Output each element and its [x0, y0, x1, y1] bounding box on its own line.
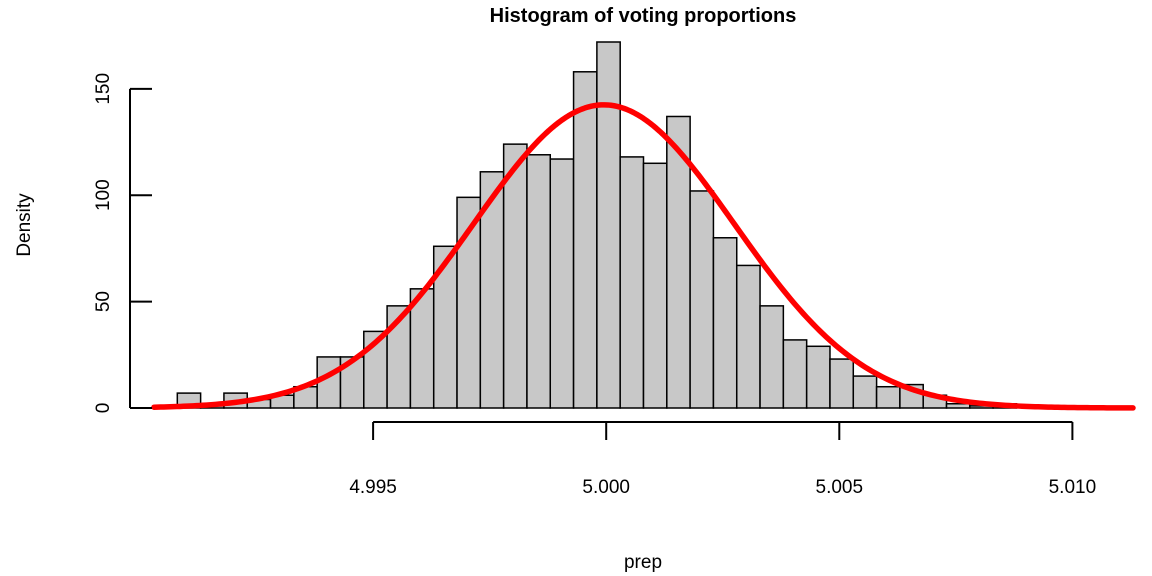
x-tick-label: 4.995 — [349, 477, 397, 498]
y-tick-label: 50 — [93, 291, 114, 312]
histogram-bar — [759, 305, 785, 409]
y-axis: 0 50 100 150 — [93, 73, 152, 413]
histogram-bar — [549, 158, 575, 409]
histogram-bars — [176, 41, 1018, 409]
histogram-bar — [805, 345, 831, 409]
histogram-bar — [852, 375, 878, 409]
histogram-bar — [619, 156, 645, 409]
histogram-bar — [526, 154, 552, 409]
x-axis-label: prep — [624, 552, 662, 573]
histogram-bar — [572, 71, 598, 409]
x-tick-label: 5.010 — [1049, 477, 1097, 498]
histogram-bar — [642, 162, 668, 409]
density-curve — [151, 102, 1136, 411]
y-tick-label: 150 — [93, 73, 114, 105]
histogram-bar — [316, 356, 342, 409]
histogram-bar — [829, 358, 855, 409]
x-axis: 4.995 5.000 5.005 5.010 — [349, 421, 1097, 498]
y-axis-label: Density — [14, 193, 35, 257]
histogram-bar — [875, 385, 901, 409]
histogram-bar — [945, 402, 971, 409]
y-tick-label: 0 — [93, 403, 114, 414]
histogram-bar — [596, 41, 621, 409]
histogram-bar — [712, 237, 738, 409]
histogram-bar — [689, 190, 715, 409]
histogram-bar — [782, 339, 808, 409]
chart-title: Histogram of voting proportions — [490, 5, 797, 27]
x-tick-label: 5.000 — [582, 477, 630, 498]
histogram-bar — [735, 264, 761, 409]
x-tick-label: 5.005 — [816, 477, 864, 498]
histogram-bar — [502, 143, 528, 409]
y-tick-label: 100 — [93, 179, 114, 211]
